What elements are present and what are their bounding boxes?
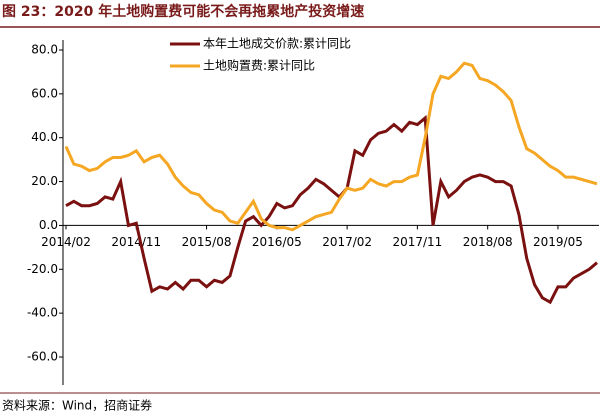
chart-title: 图 23：2020 年土地购置费可能不会再拖累地产投资增速: [2, 3, 364, 20]
x-tick-label: 2014/11: [111, 235, 161, 249]
x-tick-label: 2017/02: [322, 235, 372, 249]
y-tick-label: -20.0: [27, 262, 58, 276]
series-line: [64, 61, 598, 232]
x-tick-label: 2016/05: [252, 235, 302, 249]
series-line: [65, 114, 598, 305]
x-tick-label: 2014/02: [41, 235, 91, 249]
y-tick-label: 80.0: [31, 43, 58, 57]
y-tick-label: -40.0: [27, 306, 58, 320]
y-tick-label: 60.0: [31, 86, 58, 100]
y-tick-label: -60.0: [27, 350, 58, 364]
y-tick-label: 20.0: [31, 174, 58, 188]
y-tick-label: 0.0: [39, 218, 58, 232]
legend-label: 土地购置费:累计同比: [203, 58, 315, 73]
x-tick-label: 2015/08: [182, 235, 232, 249]
y-tick-label: 40.0: [31, 130, 58, 144]
x-tick-label: 2017/11: [392, 235, 442, 249]
legend-label: 本年土地成交价款:累计同比: [203, 36, 351, 51]
x-tick-label: 2019/05: [533, 235, 583, 249]
x-tick-label: 2018/08: [463, 235, 513, 249]
source-note: 资料来源：Wind，招商证券: [2, 398, 152, 413]
